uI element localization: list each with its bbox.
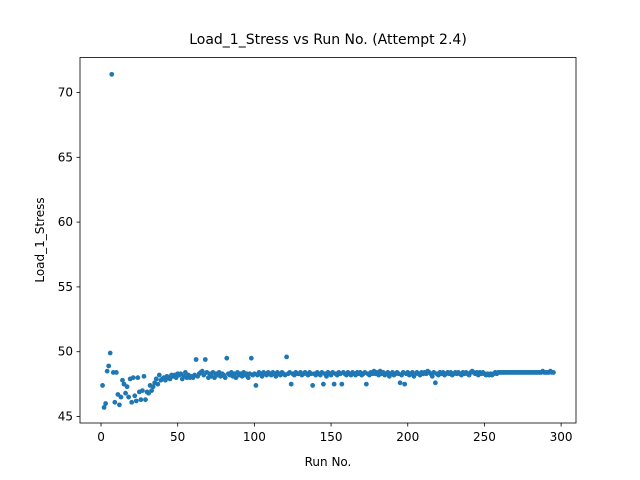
data-point — [117, 402, 122, 408]
data-point — [138, 397, 144, 403]
y-tick-label: 45 — [58, 410, 73, 424]
data-point — [284, 354, 289, 360]
data-point — [100, 383, 105, 388]
y-tick-label: 50 — [58, 345, 73, 359]
data-point — [320, 381, 326, 387]
data-point — [245, 375, 251, 381]
data-point — [135, 375, 141, 381]
data-point — [155, 381, 161, 387]
data-point — [143, 397, 148, 403]
data-point — [126, 394, 132, 400]
data-point — [429, 373, 435, 379]
y-tick-label: 60 — [58, 215, 73, 229]
y-tick-label: 70 — [58, 85, 73, 99]
data-point — [331, 381, 337, 387]
x-tick-label: 300 — [550, 430, 573, 444]
data-point — [149, 388, 155, 393]
data-point — [193, 357, 199, 362]
y-tick-label: 55 — [58, 280, 73, 294]
data-point — [123, 390, 128, 396]
data-point — [202, 357, 208, 362]
x-tick-label: 100 — [243, 430, 266, 444]
data-point — [397, 380, 403, 386]
data-point — [101, 405, 107, 410]
x-tick-label: 150 — [320, 430, 343, 444]
data-point — [222, 375, 228, 381]
data-point — [248, 355, 254, 361]
x-tick-label: 200 — [396, 430, 419, 444]
x-axis-label: Run No. — [305, 455, 352, 469]
data-point — [402, 381, 408, 387]
data-point — [120, 377, 125, 383]
data-point — [253, 383, 259, 388]
data-point — [153, 376, 159, 382]
data-point — [156, 372, 162, 378]
data-point — [106, 363, 112, 369]
data-point — [199, 368, 205, 374]
axes-frame — [79, 57, 577, 424]
data-point — [141, 373, 147, 379]
data-point — [103, 401, 109, 406]
y-axis-label: Load_1_Stress — [33, 197, 47, 282]
data-point — [109, 71, 115, 77]
data-point — [310, 383, 316, 388]
chart-title: Load_1_Stress vs Run No. (Attempt 2.4) — [189, 32, 467, 48]
data-point — [432, 380, 438, 386]
data-point — [288, 381, 294, 387]
data-point — [224, 355, 230, 361]
data-point — [104, 368, 110, 374]
data-point — [150, 384, 156, 390]
data-point — [363, 381, 369, 387]
data-point — [107, 350, 113, 356]
data-point — [130, 375, 136, 381]
data-point — [339, 381, 345, 387]
data-point — [124, 384, 130, 390]
data-point — [113, 370, 119, 375]
data-point — [132, 393, 138, 399]
data-point — [551, 370, 556, 375]
x-tick-label: 0 — [97, 430, 105, 444]
x-tick-label: 50 — [170, 430, 185, 444]
data-point — [129, 399, 135, 405]
y-tick-label: 65 — [58, 150, 73, 164]
data-point — [118, 394, 124, 400]
data-point — [112, 399, 118, 405]
data-point — [133, 398, 139, 404]
x-tick-label: 250 — [473, 430, 496, 444]
plot-area — [100, 71, 556, 410]
data-point — [140, 388, 145, 393]
